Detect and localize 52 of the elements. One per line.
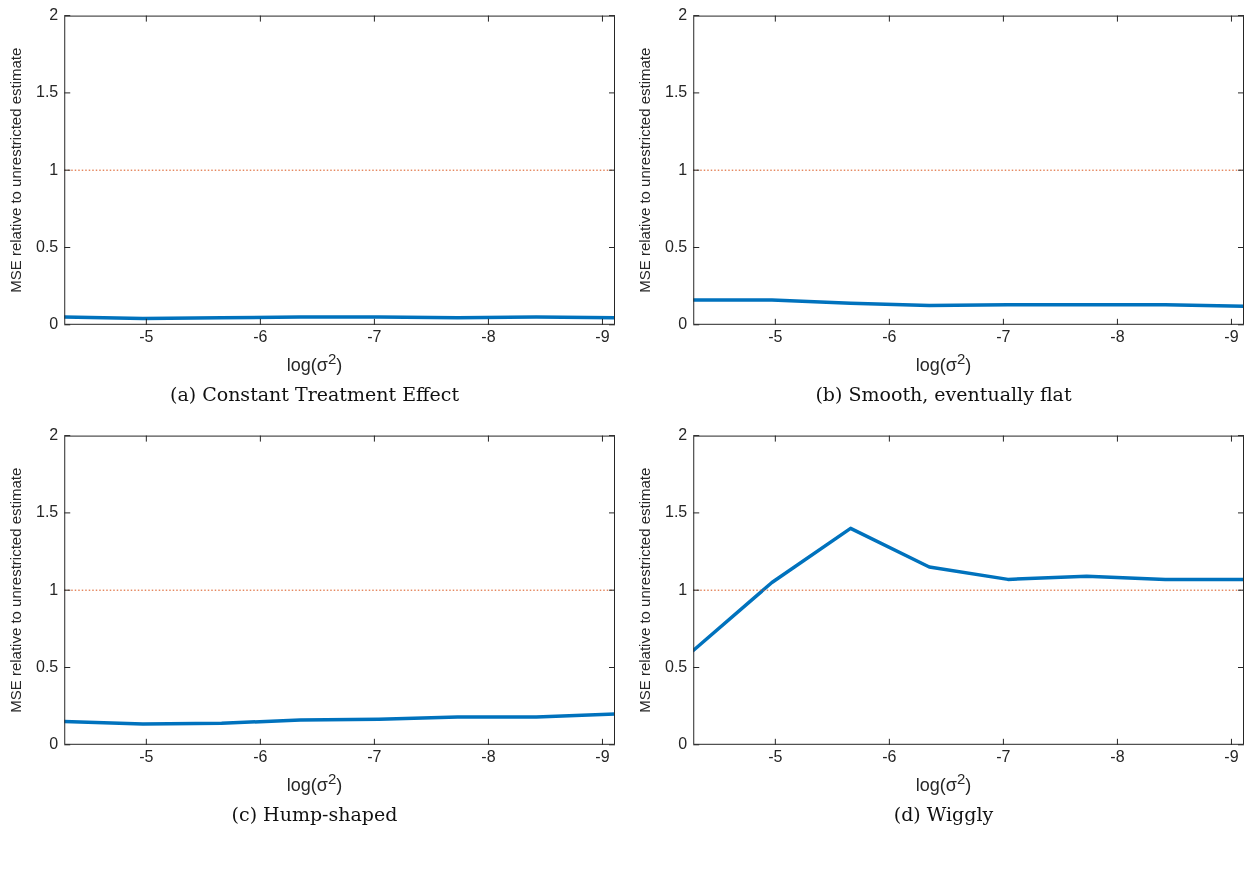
y-tick-label: 1 xyxy=(678,580,688,598)
text: (d) Wiggly xyxy=(892,802,995,827)
x-tick-label: -9 xyxy=(595,747,610,765)
y-tick-label: 1 xyxy=(49,160,59,178)
text: (a) Constant Treatment Effect xyxy=(168,382,461,407)
y-tick-label: 0 xyxy=(49,735,59,753)
y-tick-label: 1.5 xyxy=(664,503,688,521)
x-axis-title: log(σ$^{2}$) xyxy=(285,769,344,796)
x-tick-label: -7 xyxy=(367,327,382,345)
y-tick-label: 1 xyxy=(49,580,59,598)
text: (c) Hump-shaped xyxy=(230,802,399,827)
text: (b) Smooth, eventually flat xyxy=(814,382,1073,407)
y-axis-title: MSE relative to unrestricted estimate xyxy=(636,47,654,293)
x-tick-label: -7 xyxy=(996,747,1011,765)
y-tick-label: 1 xyxy=(678,160,688,178)
y-tick-label: 2 xyxy=(49,426,59,444)
y-tick-label: 0 xyxy=(678,315,688,333)
x-tick-label: -5 xyxy=(139,747,154,765)
y-tick-label: 0.5 xyxy=(35,657,59,675)
x-tick-label: -5 xyxy=(768,747,783,765)
x-axis-title: log(σ$^{2}$) xyxy=(914,769,973,796)
x-tick-label: -6 xyxy=(882,747,897,765)
x-tick-label: -9 xyxy=(1224,327,1239,345)
x-tick-label: -8 xyxy=(1110,747,1125,765)
x-tick-label: -6 xyxy=(253,747,268,765)
y-tick-label: 0.5 xyxy=(664,657,688,675)
y-tick-label: 2 xyxy=(49,6,59,24)
x-tick-label: -6 xyxy=(253,327,268,345)
x-tick-label: -9 xyxy=(595,327,610,345)
x-tick-label: -8 xyxy=(481,747,496,765)
x-tick-label: -7 xyxy=(996,327,1011,345)
y-tick-label: 0 xyxy=(49,315,59,333)
y-tick-label: 1.5 xyxy=(35,83,59,101)
x-tick-label: -7 xyxy=(367,747,382,765)
y-tick-label: 1.5 xyxy=(664,83,688,101)
x-tick-label: -5 xyxy=(139,327,154,345)
y-axis-title: MSE relative to unrestricted estimate xyxy=(7,47,25,293)
y-tick-label: 0 xyxy=(678,735,688,753)
y-tick-label: 2 xyxy=(678,426,688,444)
x-tick-label: -8 xyxy=(1110,327,1125,345)
x-tick-label: -6 xyxy=(882,327,897,345)
x-tick-label: -8 xyxy=(481,327,496,345)
y-tick-label: 2 xyxy=(678,6,688,24)
y-tick-label: 0.5 xyxy=(35,237,59,255)
y-axis-title: MSE relative to unrestricted estimate xyxy=(636,467,654,713)
x-tick-label: -9 xyxy=(1224,747,1239,765)
y-tick-label: 1.5 xyxy=(35,503,59,521)
x-axis-title: log(σ$^{2}$) xyxy=(914,349,973,376)
x-tick-label: -5 xyxy=(768,327,783,345)
y-tick-label: 0.5 xyxy=(664,237,688,255)
x-axis-title: log(σ$^{2}$) xyxy=(285,349,344,376)
y-axis-title: MSE relative to unrestricted estimate xyxy=(7,467,25,713)
